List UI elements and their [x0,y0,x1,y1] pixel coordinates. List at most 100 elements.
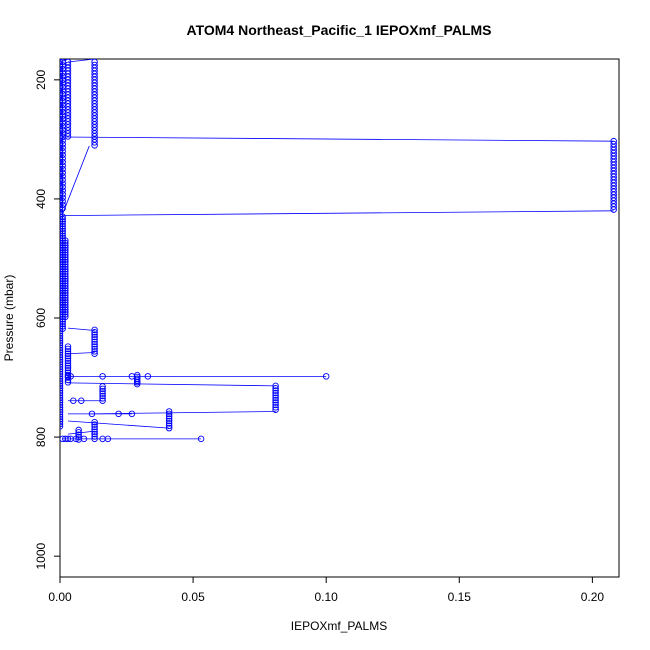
series-lines [60,59,614,440]
data-point [60,435,66,443]
data-point [272,385,279,392]
data-point [91,340,98,348]
data-point [60,205,66,212]
data-point [272,382,279,390]
data-point [62,275,69,282]
data-point [91,418,98,426]
data-point [99,383,106,390]
data-point [60,415,64,423]
data-point [128,410,136,418]
data-point [60,373,64,380]
y-tick-label: 400 [34,189,48,209]
data-point [133,377,141,384]
data-point [272,392,279,399]
data-point [64,130,72,137]
data-point [91,333,98,341]
data-point [60,396,64,404]
data-point [91,326,98,334]
x-tick-label: 0.15 [448,590,472,604]
x-axis-label: IEPOXmf_PALMS [291,619,387,633]
data-point [91,139,98,146]
data-point [60,198,66,205]
data-point [60,375,64,382]
data-point [80,435,88,443]
data-point [60,320,66,328]
data-point [70,397,77,405]
data-point [62,268,69,275]
data-point [62,277,69,285]
data-point [62,301,69,309]
data-point [272,404,279,411]
data-point [165,422,173,430]
chart-title: ATOM4 Northeast_Pacific_1 IEPOXmf_PALMS [187,22,492,38]
data-point [60,165,66,173]
data-point [62,244,69,251]
data-point [60,140,66,148]
data-point [165,410,173,418]
plot-frame [59,58,620,578]
data-point [60,389,64,397]
series-line-segment [89,411,276,415]
data-point [272,394,279,402]
data-point [60,339,64,347]
data-point [60,180,66,187]
data-point [64,362,72,369]
data-point [62,239,69,247]
data-point [60,155,66,162]
data-point [99,385,106,393]
data-point [62,258,69,266]
data-point [60,151,66,159]
y-tick-label: 200 [34,70,48,90]
data-point [62,282,69,290]
series-line-segment [67,382,276,387]
y-axis-label: Pressure (mbar) [2,275,16,362]
data-point [60,399,64,406]
data-point [60,423,64,430]
data-point [75,426,82,434]
data-point [91,338,98,346]
data-point [60,363,64,371]
data-point [60,223,66,230]
data-point [64,360,72,367]
data-point [60,382,64,390]
y-axis: 200 400 600 800 1000 [34,70,60,570]
data-point [60,148,66,155]
data-point [99,392,106,400]
data-point [272,389,279,397]
data-point [60,368,64,375]
data-point [60,194,66,201]
data-point [133,379,141,386]
data-point [60,346,64,354]
x-tick-label: 0.00 [48,590,72,604]
data-point [99,373,106,380]
data-point [62,311,69,318]
data-point [64,343,72,350]
data-point [60,325,66,332]
data-point [91,421,98,428]
data-point [60,411,64,418]
data-point [62,251,69,259]
data-point [64,348,72,355]
data-point [62,289,69,297]
data-point [91,426,98,433]
data-point [272,387,279,394]
data-point [610,203,617,210]
data-point [60,187,66,194]
y-tick-label: 600 [34,308,48,328]
data-point [75,429,82,436]
data-point [60,380,64,387]
data-point [60,351,64,359]
data-point [60,144,66,151]
data-point [91,433,98,440]
data-point [91,345,98,353]
data-point [60,169,66,176]
series-line-segment [67,59,95,63]
data-point [62,296,69,304]
data-point [62,263,69,271]
data-point [115,410,122,418]
data-point [610,206,617,213]
series-line-segment [67,352,95,355]
data-point [197,435,205,443]
data-point [62,287,69,294]
